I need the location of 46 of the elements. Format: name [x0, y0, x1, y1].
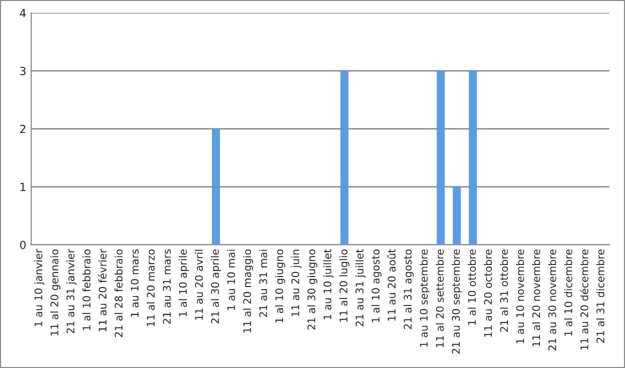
- x-tick-label: 21 al 30 aprile: [210, 249, 221, 324]
- y-tick-label: 0: [20, 240, 26, 250]
- x-tick-label: 1 au 10 mai: [226, 250, 236, 310]
- x-tick-label: 1 al 10 ottobre: [468, 249, 476, 325]
- x-tick-label: 11 au 20 avril: [194, 250, 203, 320]
- y-tick-label: 3: [20, 66, 26, 76]
- bar: [452, 186, 461, 245]
- x-tick-label: 1 au 10 juillet: [323, 249, 334, 320]
- x-tick-label: 11 al 20 luglio: [339, 249, 350, 322]
- bar: [340, 70, 348, 245]
- x-tick-label: 11 au 20 août: [387, 249, 396, 321]
- x-tick-label: 1 al 10 agosto: [371, 249, 382, 322]
- bar: [468, 70, 477, 245]
- x-tick-label: 11 au 20 octobre: [484, 249, 492, 337]
- x-tick-label: 21 al 31 ottobre: [500, 249, 508, 332]
- x-tick-label: 21 au 31 janvier: [66, 248, 76, 334]
- x-tick-label: 11 au 20 février: [98, 248, 107, 332]
- y-tick-label: 1: [20, 182, 26, 191]
- x-tick-label: 11 al 20 gennaio: [50, 249, 60, 336]
- x-tick-label: 11 al 20 marzo: [146, 249, 155, 326]
- x-tick-label: 21 au 31 juillet: [355, 249, 366, 326]
- x-tick-label: 21 au 31 mai: [259, 250, 268, 317]
- y-tick-label: 2: [20, 124, 26, 134]
- x-tick-label: 1 au 10 novembre: [516, 249, 524, 344]
- x-tick-label: 11 al 20 settembre: [436, 249, 444, 348]
- y-tick-label: 4: [20, 9, 26, 18]
- x-tick-label: 1 au 10 septembre: [420, 249, 430, 347]
- bar: [212, 128, 220, 245]
- x-tick-label: 1 au 10 mars: [130, 249, 139, 317]
- x-tick-label: 1 al 10 aprile: [178, 249, 189, 316]
- x-tick-label: 11 al 20 novembre: [532, 249, 540, 346]
- x-tick-label: 11 au 20 décembre: [580, 249, 588, 350]
- x-tick-label: 1 al 10 giugno: [275, 249, 286, 323]
- x-tick-label: 1 au 10 janvier: [34, 248, 44, 326]
- x-tick-label: 21 al 31 dicembre: [596, 249, 604, 343]
- x-tick-label: 11 al 20 maggio: [243, 249, 254, 332]
- x-tick-label: 21 au 30 septembre: [452, 249, 462, 354]
- x-tick-label: 21 al 31 agosto: [404, 249, 414, 330]
- x-tick-label: 11 au 20 juin: [291, 250, 302, 316]
- bar: [436, 70, 445, 245]
- x-tick-label: 1 al 10 febbraio: [82, 249, 90, 330]
- x-tick-label: 1 al 10 dicembre: [564, 249, 572, 336]
- x-tick-label: 21 al 28 febbraio: [114, 249, 123, 338]
- x-tick-label: 21 al 30 giugno: [307, 249, 318, 330]
- x-tick-label: 21 au 30 novembre: [548, 249, 556, 350]
- x-tick-label: 21 au 31 mars: [162, 249, 171, 324]
